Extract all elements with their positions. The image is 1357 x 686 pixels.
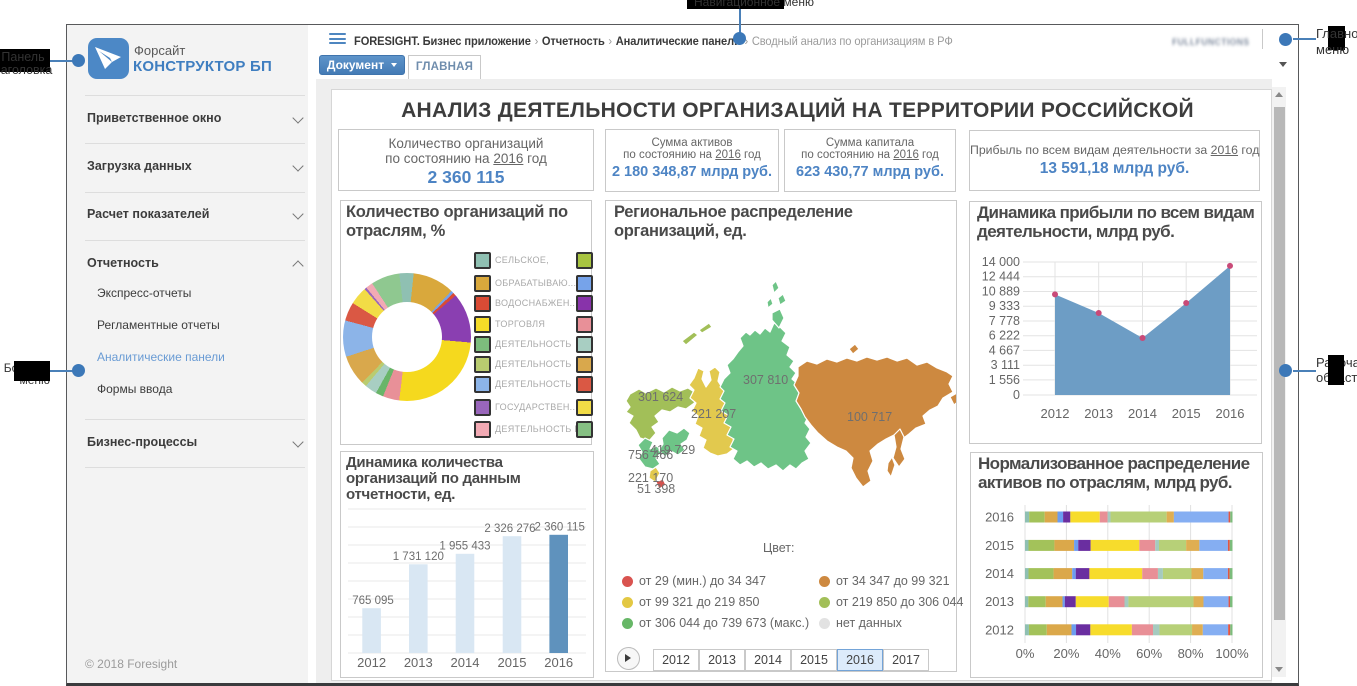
svg-text:2016: 2016 xyxy=(985,510,1014,525)
svg-text:12 444: 12 444 xyxy=(982,270,1020,284)
svg-text:2012: 2012 xyxy=(1041,406,1070,421)
svg-text:60%: 60% xyxy=(1136,646,1162,661)
svg-text:301 624: 301 624 xyxy=(638,390,683,404)
svg-text:51 398: 51 398 xyxy=(637,482,675,496)
svg-text:10 889: 10 889 xyxy=(982,285,1020,299)
svg-text:2014: 2014 xyxy=(1128,406,1157,421)
svg-text:6 222: 6 222 xyxy=(989,329,1020,343)
svg-text:2015: 2015 xyxy=(985,538,1014,553)
svg-text:2013: 2013 xyxy=(404,655,433,670)
svg-text:7 778: 7 778 xyxy=(989,314,1020,328)
svg-text:2014: 2014 xyxy=(985,566,1014,581)
svg-text:2016: 2016 xyxy=(1216,406,1245,421)
svg-text:9 333: 9 333 xyxy=(989,299,1020,313)
svg-text:20%: 20% xyxy=(1053,646,1079,661)
svg-text:2015: 2015 xyxy=(498,655,527,670)
svg-text:2013: 2013 xyxy=(985,594,1014,609)
svg-text:756 466: 756 466 xyxy=(628,448,673,462)
svg-text:14 000: 14 000 xyxy=(982,255,1020,269)
svg-text:2 360 115: 2 360 115 xyxy=(535,522,585,534)
svg-text:307 810: 307 810 xyxy=(743,373,788,387)
svg-text:0: 0 xyxy=(1013,388,1020,402)
svg-text:2016: 2016 xyxy=(544,655,573,670)
svg-text:2014: 2014 xyxy=(451,655,480,670)
svg-text:221 207: 221 207 xyxy=(691,407,736,421)
svg-text:765 095: 765 095 xyxy=(352,595,394,607)
svg-text:2012: 2012 xyxy=(985,622,1014,637)
svg-text:1 556: 1 556 xyxy=(989,373,1020,387)
svg-text:0%: 0% xyxy=(1016,646,1035,661)
svg-text:80%: 80% xyxy=(1178,646,1204,661)
svg-text:1 731 120: 1 731 120 xyxy=(393,551,444,563)
svg-text:1 955 433: 1 955 433 xyxy=(439,541,490,553)
svg-text:40%: 40% xyxy=(1095,646,1121,661)
svg-text:221 170: 221 170 xyxy=(628,471,673,485)
svg-text:4 667: 4 667 xyxy=(989,343,1020,357)
svg-text:100%: 100% xyxy=(1215,646,1249,661)
svg-text:419 729: 419 729 xyxy=(650,443,695,457)
svg-text:100 717: 100 717 xyxy=(847,410,892,424)
svg-text:2012: 2012 xyxy=(357,655,386,670)
svg-text:3 111: 3 111 xyxy=(991,358,1020,372)
svg-text:2 326 276: 2 326 276 xyxy=(484,523,535,535)
svg-text:2015: 2015 xyxy=(1172,406,1201,421)
svg-text:2013: 2013 xyxy=(1084,406,1113,421)
